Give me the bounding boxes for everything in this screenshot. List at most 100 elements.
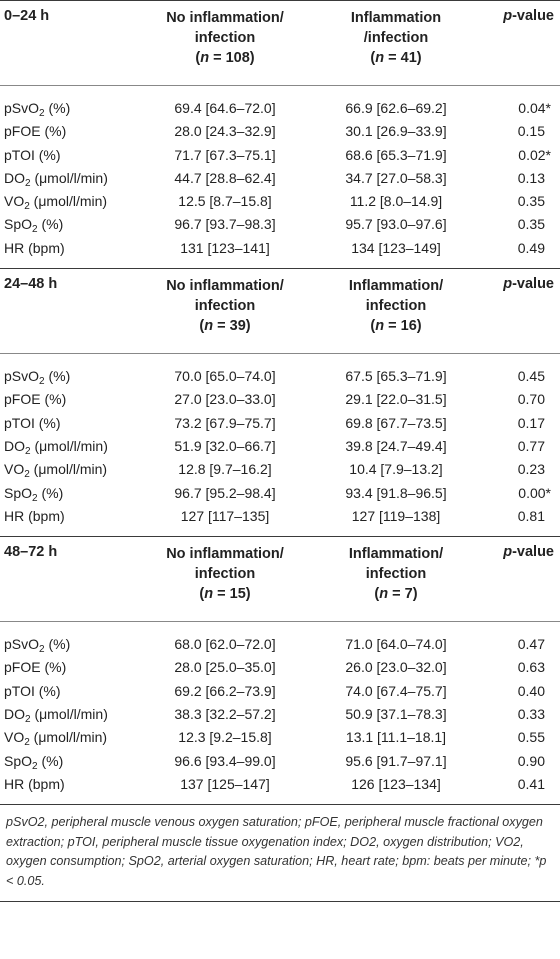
table-row: DO2 (μmol/l/min) 38.3 [32.2–57.2] 50.9 [37…	[0, 703, 560, 726]
row-label-text: pTOI (%)	[4, 414, 61, 431]
n-value: 108	[225, 50, 250, 66]
row-label-subscript: 2	[32, 492, 38, 504]
row-label-subscript: 2	[39, 108, 45, 119]
value-no-inflammation: 69.2 [66.2–73.9]	[174, 682, 276, 699]
p-symbol: p	[503, 8, 513, 24]
table-section: 24–48 h No inflammation/infection (n = 39)…	[0, 268, 560, 536]
n-symbol: n	[375, 318, 385, 335]
row-label: pSvO2 (%)	[4, 97, 70, 122]
row-label-text: pFOE (%)	[4, 391, 67, 408]
row-label-subscript: 2	[25, 714, 31, 726]
p-value: 0.90	[517, 752, 545, 769]
value-inflammation: 13.1 [11.1–18.1]	[345, 729, 447, 746]
n-symbol: n	[204, 318, 214, 335]
row-label: SpO2 (%)	[4, 750, 63, 775]
row-label-text: pSvO	[4, 100, 40, 116]
row-label-text: pSvO	[4, 368, 40, 385]
section-body: pSvO2 (%) 69.4 [64.6–72.0] 66.9 [62.6–69.2…	[0, 86, 560, 268]
row-label-text: DO	[4, 169, 25, 186]
value-no-inflammation: 71.7 [67.3–75.1]	[174, 146, 276, 163]
row-label: SpO2 (%)	[4, 213, 63, 238]
period-label: 0–24 h	[4, 8, 50, 24]
table-row: pSvO2 (%) 70.0 [65.0–74.0] 67.5 [65.3–71.9…	[0, 365, 560, 388]
value-inflammation: 95.6 [91.7–97.1]	[345, 752, 447, 769]
row-label: HR (bpm)	[4, 237, 65, 260]
row-label-text: pSvO	[4, 636, 40, 653]
group-header-line: infection	[194, 298, 256, 315]
row-label-unit: (%)	[44, 636, 71, 653]
row-label-unit: (μmol/l/min)	[29, 729, 108, 746]
group-header-line: Inflammation/	[348, 278, 444, 295]
p-value: 0.63	[517, 659, 545, 676]
value-no-inflammation: 12.5 [8.7–15.8]	[178, 193, 272, 210]
value-no-inflammation: 44.7 [28.8–62.4]	[174, 169, 276, 186]
row-label-subscript: 2	[24, 201, 30, 213]
row-label: pTOI (%)	[4, 144, 61, 167]
p-value: 0.23	[517, 461, 545, 478]
table-row: VO2 (μmol/l/min) 12.8 [9.7–16.2] 10.4 [7.9…	[0, 458, 560, 481]
value-no-inflammation: 68.0 [62.0–72.0]	[174, 636, 276, 653]
section-body: pSvO2 (%) 68.0 [62.0–72.0] 71.0 [64.0–74.0…	[0, 622, 560, 804]
n-symbol: n	[200, 50, 210, 66]
value-inflammation: 50.9 [37.1–78.3]	[345, 706, 447, 723]
p-value: 0.00*	[518, 484, 551, 501]
row-label-subscript: 2	[32, 760, 38, 772]
value-inflammation: 39.8 [24.7–49.4]	[345, 437, 447, 454]
table-row: VO2 (μmol/l/min) 12.3 [9.2–15.8] 13.1 [11.…	[0, 726, 560, 749]
value-no-inflammation: 70.0 [65.0–74.0]	[174, 368, 276, 385]
n-value: 39	[229, 318, 246, 335]
row-label-text: HR (bpm)	[4, 507, 65, 524]
row-label-unit: (μmol/l/min)	[30, 169, 108, 186]
value-inflammation: 34.7 [27.0–58.3]	[345, 169, 447, 186]
n-symbol: n	[375, 50, 385, 66]
value-inflammation: 29.1 [22.0–31.5]	[345, 391, 447, 408]
p-value: 0.33	[517, 706, 545, 723]
row-label-text: pFOE (%)	[4, 659, 67, 676]
row-label-unit: (μmol/l/min)	[29, 193, 108, 210]
row-label-subscript: 2	[24, 469, 30, 481]
group-n: (n = 108)	[195, 50, 255, 66]
value-no-inflammation: 73.2 [67.9–75.7]	[174, 414, 276, 431]
value-no-inflammation: 12.3 [9.2–15.8]	[178, 729, 272, 746]
p-value-header: p-value	[503, 8, 554, 24]
value-inflammation: 74.0 [67.4–75.7]	[345, 682, 447, 699]
row-label: VO2 (μmol/l/min)	[4, 190, 107, 215]
row-label-text: DO	[4, 437, 25, 454]
n-symbol: n	[379, 586, 389, 603]
table-footnote: pSvO2, peripheral muscle venous oxygen s…	[0, 804, 560, 903]
table-row: SpO2 (%) 96.7 [95.2–98.4] 93.4 [91.8–96.5]…	[0, 482, 560, 505]
p-value-header: p-value	[503, 544, 554, 560]
p-value-suffix: -value	[512, 276, 554, 293]
row-label: HR (bpm)	[4, 773, 65, 796]
value-no-inflammation: 51.9 [32.0–66.7]	[174, 437, 276, 454]
value-no-inflammation: 28.0 [25.0–35.0]	[174, 659, 276, 676]
data-table: 0–24 h No inflammation/infection (n = 108)…	[0, 0, 560, 903]
value-inflammation: 30.1 [26.9–33.9]	[345, 123, 447, 140]
n-value: 41	[400, 50, 417, 66]
group-n: (n = 39)	[199, 318, 251, 335]
value-inflammation: 67.5 [65.3–71.9]	[345, 368, 447, 385]
row-label-text: DO	[4, 706, 25, 723]
value-no-inflammation: 127 [117–135]	[180, 507, 270, 524]
p-value-suffix: -value	[512, 544, 554, 561]
period-label: 24–48 h	[4, 276, 58, 293]
row-label-text: VO	[4, 729, 25, 746]
p-value: 0.35	[517, 216, 545, 233]
row-label: VO2 (μmol/l/min)	[4, 726, 107, 751]
row-label-unit: (μmol/l/min)	[30, 437, 108, 454]
row-label-subscript: 2	[24, 737, 30, 749]
group-header-line: Inflammation	[350, 10, 442, 26]
table-row: DO2 (μmol/l/min) 51.9 [32.0–66.7] 39.8 [24…	[0, 435, 560, 458]
table-row: DO2 (μmol/l/min) 44.7 [28.8–62.4] 34.7 [27…	[0, 167, 560, 190]
group-header-line: infection	[365, 566, 427, 583]
p-value: 0.17	[517, 414, 545, 431]
table-row: SpO2 (%) 96.6 [93.4–99.0] 95.6 [91.7–97.1]…	[0, 750, 560, 773]
row-label-text: pTOI (%)	[4, 146, 61, 163]
row-label: DO2 (μmol/l/min)	[4, 167, 108, 192]
p-value: 0.81	[517, 507, 545, 524]
row-label: SpO2 (%)	[4, 482, 63, 507]
table-section: 0–24 h No inflammation/infection (n = 108)…	[0, 0, 560, 268]
table-row: pFOE (%) 27.0 [23.0–33.0] 29.1 [22.0–31.5]…	[0, 388, 560, 411]
value-inflammation: 93.4 [91.8–96.5]	[345, 484, 447, 501]
p-symbol: p	[503, 544, 513, 561]
